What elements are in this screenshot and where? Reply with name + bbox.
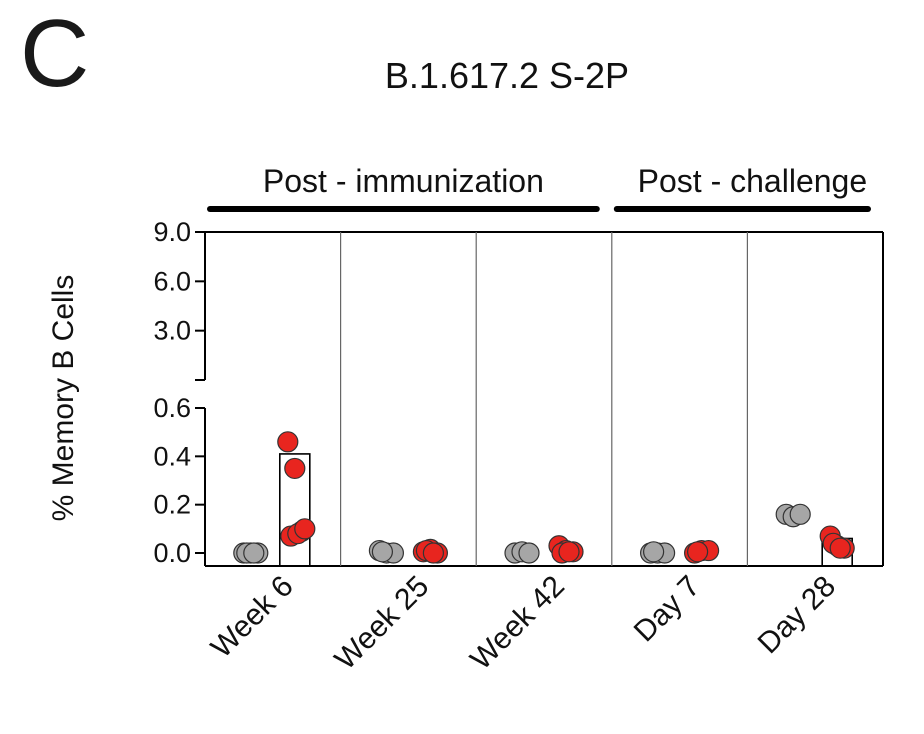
- x-tick-label: Week 25: [329, 570, 436, 677]
- x-tick-label: Week 6: [205, 570, 300, 665]
- x-tick-label: Week 42: [464, 570, 571, 677]
- y-tick-label: 3.0: [153, 316, 191, 346]
- data-point: [422, 542, 444, 564]
- chart-title: B.1.617.2 S-2P: [384, 55, 630, 96]
- data-point: [686, 541, 709, 563]
- data-point: [284, 457, 306, 480]
- y-tick-label: 6.0: [153, 266, 191, 296]
- x-tick-label: Day 7: [628, 570, 707, 649]
- y-tick-label: 0.4: [153, 441, 191, 471]
- data-point: [558, 541, 580, 563]
- y-tick-label: 0.6: [153, 393, 191, 423]
- data-point: [829, 537, 851, 559]
- x-tick-label: Day 28: [752, 570, 843, 661]
- data-point: [518, 542, 540, 564]
- y-tick-label: 0.0: [153, 538, 191, 568]
- data-point: [243, 542, 265, 564]
- group-label: Post - challenge: [638, 163, 867, 199]
- panel-letter: C: [20, 0, 90, 107]
- median-box: [278, 453, 311, 567]
- y-tick-label: 9.0: [153, 217, 191, 247]
- data-point: [294, 518, 316, 540]
- data-point: [371, 541, 393, 563]
- data-point: [789, 503, 811, 525]
- data-point: [277, 431, 299, 453]
- group-label: Post - immunization: [263, 163, 544, 199]
- upper-panel: [205, 232, 883, 380]
- y-tick-label: 0.2: [153, 490, 191, 520]
- data-point: [642, 541, 665, 563]
